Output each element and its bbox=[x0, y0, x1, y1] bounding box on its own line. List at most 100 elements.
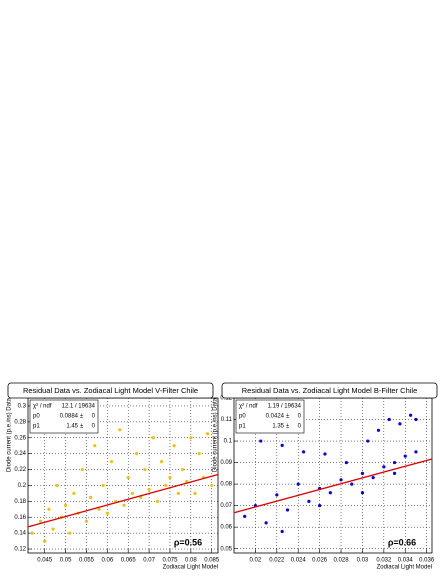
stats-error: 0 bbox=[92, 424, 96, 430]
y-tick-label: 0.09 bbox=[220, 460, 232, 466]
point bbox=[318, 504, 322, 508]
point bbox=[376, 428, 381, 432]
stats-value: 1.35 bbox=[272, 424, 284, 430]
x-tick-label: 0.085 bbox=[204, 558, 220, 564]
point bbox=[130, 491, 134, 495]
y-tick-label: 0.12 bbox=[14, 547, 26, 553]
x-tick-label: 0.024 bbox=[291, 558, 307, 564]
stats-error: 0 bbox=[298, 424, 302, 430]
point bbox=[160, 459, 164, 464]
y-tick-label: 0.06 bbox=[220, 525, 232, 531]
y-axis-label: Diode current (p.e./ns) Data bbox=[7, 397, 13, 472]
y-tick-label: 0.12 bbox=[220, 396, 232, 402]
point bbox=[30, 531, 34, 535]
point bbox=[189, 436, 193, 440]
x-tick-label: 0.05 bbox=[60, 558, 72, 564]
point bbox=[193, 491, 197, 495]
stats-value: 0.0884 bbox=[60, 414, 79, 420]
point bbox=[122, 503, 126, 507]
x-tick-label: 0.02 bbox=[250, 558, 262, 564]
x-tick-label: 0.065 bbox=[121, 558, 137, 564]
point bbox=[168, 475, 172, 480]
stats-box bbox=[29, 399, 99, 434]
x-tick-label: 0.028 bbox=[334, 558, 350, 564]
point bbox=[264, 521, 268, 525]
stats-error: 0 bbox=[298, 414, 302, 420]
point bbox=[205, 432, 210, 436]
point bbox=[151, 436, 155, 440]
y-tick-label: 0.24 bbox=[14, 451, 26, 457]
stats-box bbox=[235, 399, 305, 434]
point bbox=[387, 417, 391, 422]
point bbox=[55, 483, 59, 488]
point bbox=[323, 452, 327, 456]
y-tick-label: 0.2 bbox=[18, 483, 27, 489]
point bbox=[80, 467, 84, 472]
point bbox=[155, 499, 160, 503]
point bbox=[47, 507, 51, 511]
point bbox=[414, 417, 418, 422]
point bbox=[350, 482, 354, 486]
stats-value: 1.45 bbox=[66, 424, 78, 430]
x-tick-label: 0.075 bbox=[162, 558, 178, 564]
y-tick-label: 0.16 bbox=[14, 515, 26, 521]
point bbox=[392, 460, 397, 465]
chart-title: Residual Data vs. Zodiacal Light Model B… bbox=[242, 386, 418, 395]
y-tick-label: 0.18 bbox=[14, 499, 26, 505]
x-tick-label: 0.022 bbox=[269, 558, 285, 564]
stats-label: p1 bbox=[33, 424, 40, 430]
stats-value: 12.1 / 19634 bbox=[62, 404, 96, 410]
point bbox=[280, 529, 284, 534]
y-tick-label: 0.26 bbox=[14, 435, 26, 441]
point bbox=[72, 491, 76, 495]
point bbox=[93, 444, 97, 448]
point bbox=[301, 450, 306, 454]
point bbox=[63, 503, 68, 507]
x-tick-label: 0.06 bbox=[101, 558, 113, 564]
fit-line bbox=[27, 473, 219, 528]
point bbox=[296, 482, 300, 486]
stats-value: 0.0424 bbox=[266, 414, 285, 420]
y-tick-label: 0.05 bbox=[220, 546, 232, 552]
stats-error: 0 bbox=[92, 414, 96, 420]
point bbox=[392, 471, 397, 475]
stats-pm: ± bbox=[286, 424, 290, 430]
title-box bbox=[221, 382, 438, 399]
point bbox=[344, 460, 348, 465]
point bbox=[360, 471, 365, 475]
stats-label: p0 bbox=[33, 414, 40, 420]
point bbox=[243, 514, 247, 519]
y-axis-label: Diode current (p.e./ns) Data bbox=[213, 397, 219, 472]
y-tick-label: 0.1 bbox=[224, 439, 233, 445]
point bbox=[275, 493, 279, 497]
stats-pm: ± bbox=[80, 414, 84, 420]
chart-title: Residual Data vs. Zodiacal Light Model V… bbox=[23, 386, 198, 395]
x-axis-label: Zodiacal Light Model bbox=[377, 565, 432, 571]
stats-pm: ± bbox=[286, 414, 290, 420]
annotation: ρ=0.66 bbox=[388, 537, 416, 547]
stats-label: χ² / ndf bbox=[33, 404, 52, 410]
point bbox=[360, 491, 365, 495]
x-tick-label: 0.045 bbox=[37, 558, 53, 564]
point bbox=[414, 450, 418, 454]
stats-label: p1 bbox=[239, 424, 246, 430]
point bbox=[109, 459, 114, 464]
point bbox=[38, 519, 43, 523]
x-tick-label: 0.032 bbox=[376, 558, 392, 564]
point bbox=[118, 428, 122, 432]
y-tick-label: 0.11 bbox=[221, 417, 233, 423]
x-tick-label: 0.07 bbox=[143, 558, 155, 564]
title-box bbox=[7, 382, 214, 399]
point bbox=[68, 531, 72, 535]
x-tick-label: 0.03 bbox=[357, 558, 369, 564]
point bbox=[51, 527, 55, 531]
point bbox=[164, 483, 168, 488]
point bbox=[285, 508, 290, 512]
point bbox=[89, 495, 93, 499]
x-tick-label: 0.055 bbox=[79, 558, 95, 564]
point bbox=[382, 465, 386, 469]
point bbox=[43, 539, 47, 543]
point bbox=[105, 511, 109, 515]
